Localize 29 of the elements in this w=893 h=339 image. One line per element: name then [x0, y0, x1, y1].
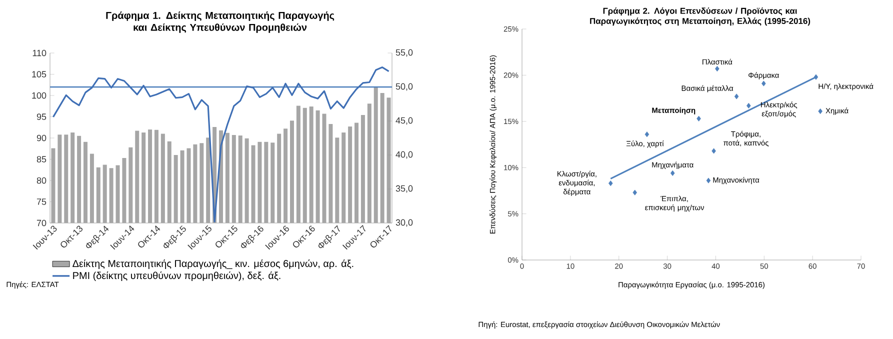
- point: [608, 180, 613, 186]
- y-tick-label: 110: [32, 50, 46, 56]
- y2-tick-label: 35,0: [396, 185, 413, 193]
- point: [746, 102, 751, 108]
- y-tick-label: 105: [32, 71, 46, 78]
- y-tick-label: 95: [36, 114, 46, 120]
- y-tick-label: 100: [32, 92, 46, 99]
- point: [670, 170, 675, 176]
- y-tick-label: 75: [36, 198, 46, 205]
- y-tick-label: 80: [36, 177, 46, 184]
- point: [706, 178, 711, 184]
- chart-title: Γράφημα 1. Δείκτης Μεταποιητικής Παραγωγής και Δείκτης Υπευθύνων Προμηθειών: [106, 12, 334, 33]
- point: [632, 190, 637, 196]
- point: [762, 80, 766, 86]
- y2-tick-label: 30,0: [396, 219, 413, 227]
- y2-tick-label: 40,0: [396, 151, 413, 159]
- y-tick-label: 85: [36, 156, 46, 162]
- y2-tick-label: 50,0: [396, 83, 413, 91]
- y2-tick-label: 45,0: [396, 117, 413, 125]
- y2-tick-label: 55,0: [396, 49, 413, 57]
- legend-label: Δείκτης Μεταποιητικής Παραγωγής_ κιν. μέσος 6μηνών, αρ. άξ.: [72, 259, 354, 270]
- legend-label: PMI (δείκτης υπευθύνων προμηθειών), δεξ. άξ.: [73, 271, 280, 282]
- point: [712, 148, 716, 154]
- point: [644, 132, 650, 138]
- y-tick-label: 70: [36, 220, 46, 226]
- point: [734, 94, 739, 100]
- point: [696, 116, 701, 122]
- y-tick-label: 90: [36, 134, 46, 142]
- chart-title: Γράφημα 2. Λόγοι Επενδύσεων / Προϊόντος και Παραγωγικότητος στη Μεταποίηση, Ελλάς (1995-2016): [590, 8, 810, 26]
